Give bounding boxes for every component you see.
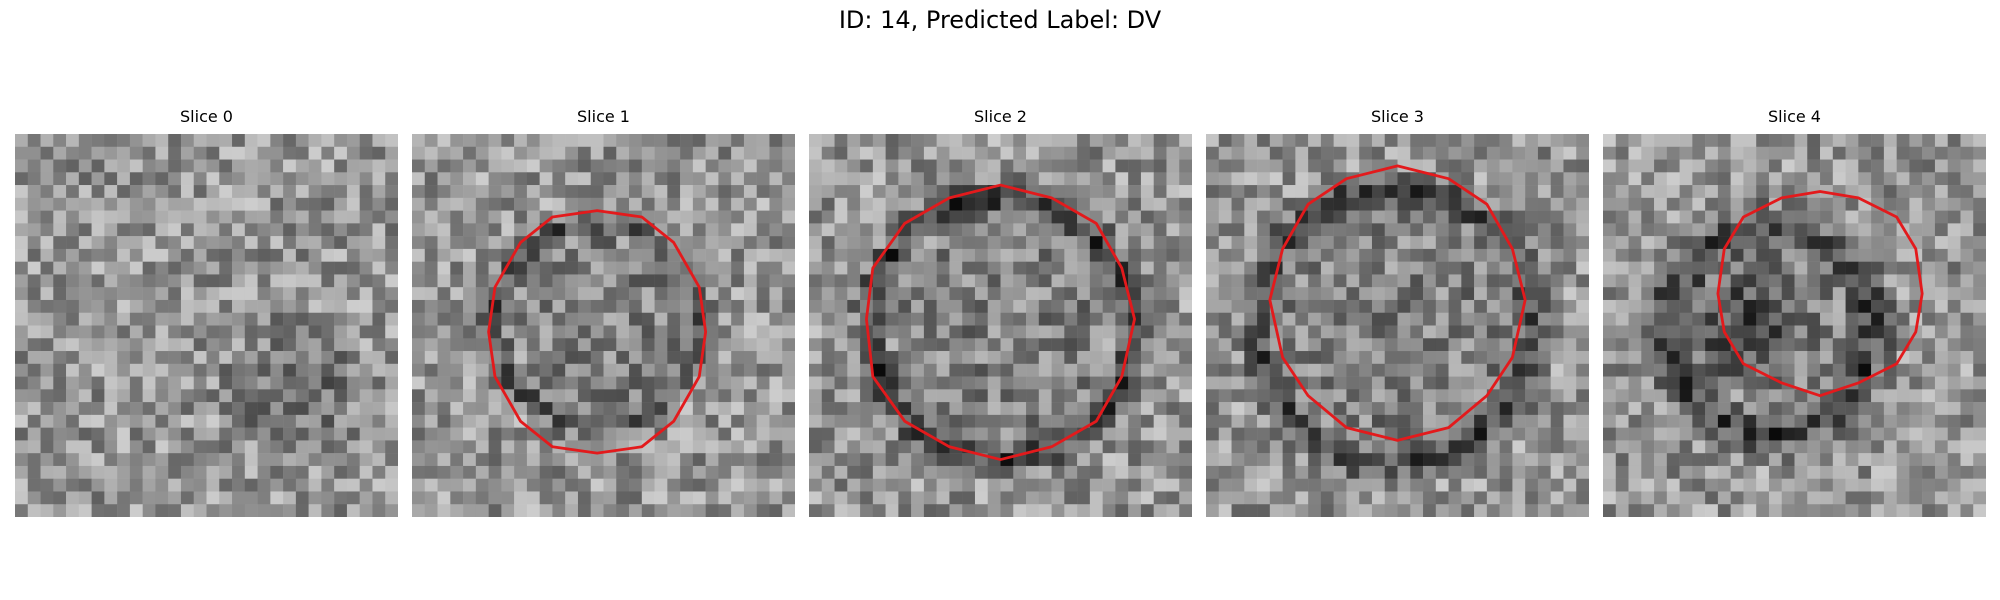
slice-image-1 [412, 134, 795, 517]
slice-title: Slice 2 [809, 106, 1192, 128]
slice-title: Slice 1 [412, 106, 795, 128]
slice-panel-1: Slice 1 [412, 106, 795, 517]
slice-panel-3: Slice 3 [1206, 106, 1589, 517]
slice-image-2 [809, 134, 1192, 517]
slice-panel-4: Slice 4 [1603, 106, 1986, 517]
slice-title: Slice 0 [15, 106, 398, 128]
slice-panel-2: Slice 2 [809, 106, 1192, 517]
slice-title: Slice 3 [1206, 106, 1589, 128]
slice-image-3 [1206, 134, 1589, 517]
slice-title: Slice 4 [1603, 106, 1986, 128]
slice-panel-0: Slice 0 [15, 106, 398, 517]
slice-image-4 [1603, 134, 1986, 517]
slice-image-0 [15, 134, 398, 517]
figure-title: ID: 14, Predicted Label: DV [0, 6, 2000, 34]
